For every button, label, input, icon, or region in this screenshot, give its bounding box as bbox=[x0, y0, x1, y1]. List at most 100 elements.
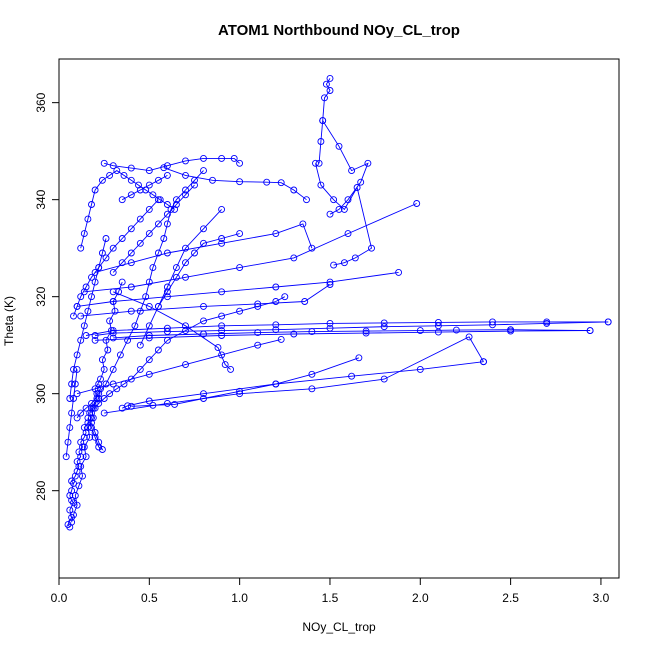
data-point bbox=[254, 302, 262, 310]
series-line bbox=[113, 329, 591, 339]
data-point bbox=[272, 380, 280, 388]
data-point bbox=[200, 395, 207, 402]
x-tick-label: 2.5 bbox=[502, 591, 519, 605]
data-point bbox=[290, 254, 298, 262]
y-tick-label: 340 bbox=[34, 189, 48, 209]
series-line bbox=[73, 199, 159, 317]
data-point bbox=[88, 419, 95, 427]
data-point bbox=[145, 322, 153, 330]
data-point bbox=[290, 330, 298, 338]
series-line bbox=[91, 296, 286, 414]
data-point bbox=[120, 380, 128, 388]
y-axis-label: Theta (K) bbox=[2, 296, 16, 346]
data-point bbox=[218, 332, 226, 339]
x-tick-label: 1.0 bbox=[231, 591, 248, 605]
data-point bbox=[489, 321, 496, 329]
data-point bbox=[218, 322, 226, 330]
data-point bbox=[321, 94, 328, 102]
data-point bbox=[290, 186, 298, 194]
data-point bbox=[163, 324, 171, 332]
data-point bbox=[380, 323, 388, 331]
y-tick-label: 320 bbox=[34, 286, 48, 306]
data-point bbox=[272, 230, 280, 238]
data-point bbox=[142, 186, 150, 194]
data-point bbox=[93, 395, 101, 402]
data-point bbox=[348, 167, 356, 175]
data-point bbox=[362, 329, 370, 337]
data-point bbox=[115, 288, 123, 296]
data-point bbox=[80, 433, 88, 441]
data-point bbox=[319, 117, 327, 125]
data-point bbox=[163, 220, 171, 228]
data-point bbox=[149, 264, 157, 272]
data-point bbox=[79, 472, 86, 480]
data-point bbox=[118, 278, 126, 286]
data-point bbox=[163, 288, 171, 296]
data-point bbox=[136, 239, 144, 247]
data-point bbox=[236, 390, 244, 398]
data-point bbox=[272, 283, 280, 291]
series-points-group bbox=[62, 74, 612, 531]
data-point bbox=[95, 438, 103, 446]
data-point bbox=[308, 385, 316, 393]
data-point bbox=[182, 327, 189, 335]
data-point bbox=[335, 205, 343, 213]
data-point bbox=[127, 176, 135, 184]
data-point bbox=[182, 361, 189, 369]
data-point bbox=[91, 268, 99, 276]
data-point bbox=[142, 293, 150, 301]
data-point bbox=[362, 327, 370, 335]
data-point bbox=[71, 492, 79, 499]
x-tick-label: 3.0 bbox=[593, 591, 610, 605]
series-line bbox=[80, 284, 331, 317]
data-point bbox=[145, 230, 153, 238]
data-point bbox=[163, 201, 171, 208]
data-point bbox=[120, 171, 128, 179]
data-point bbox=[200, 167, 207, 175]
data-point bbox=[604, 318, 612, 326]
data-point bbox=[88, 409, 95, 417]
data-point bbox=[172, 264, 180, 272]
data-point bbox=[154, 176, 162, 184]
data-point bbox=[172, 273, 180, 281]
data-point bbox=[73, 501, 81, 509]
data-point bbox=[221, 361, 229, 369]
data-point bbox=[118, 259, 126, 267]
data-point bbox=[163, 293, 171, 301]
data-point bbox=[145, 332, 153, 339]
data-point bbox=[77, 409, 85, 417]
data-point bbox=[91, 278, 99, 286]
data-point bbox=[452, 326, 460, 334]
data-point bbox=[77, 312, 85, 320]
data-point bbox=[91, 336, 99, 344]
series-line bbox=[104, 157, 240, 172]
data-point bbox=[236, 230, 244, 238]
data-point bbox=[160, 235, 168, 242]
data-point bbox=[263, 178, 271, 186]
data-point bbox=[465, 333, 473, 341]
data-point bbox=[301, 298, 309, 305]
data-point bbox=[326, 87, 334, 94]
data-point bbox=[236, 264, 244, 272]
data-point bbox=[163, 162, 171, 170]
data-point bbox=[335, 142, 343, 150]
data-point bbox=[281, 293, 289, 301]
data-point bbox=[102, 336, 110, 344]
data-point bbox=[95, 399, 103, 407]
data-point bbox=[172, 196, 180, 204]
data-point bbox=[348, 372, 356, 380]
data-point bbox=[254, 341, 262, 349]
data-point bbox=[182, 273, 189, 281]
data-point bbox=[218, 205, 226, 213]
data-point bbox=[127, 191, 135, 199]
series-line bbox=[84, 203, 417, 293]
data-point bbox=[98, 446, 106, 453]
series-line bbox=[94, 223, 313, 273]
data-point bbox=[172, 201, 180, 208]
data-point bbox=[299, 220, 307, 228]
data-point bbox=[93, 390, 101, 398]
data-point bbox=[340, 205, 348, 213]
data-point bbox=[113, 167, 121, 175]
series-line bbox=[315, 163, 373, 266]
data-point bbox=[73, 414, 81, 422]
